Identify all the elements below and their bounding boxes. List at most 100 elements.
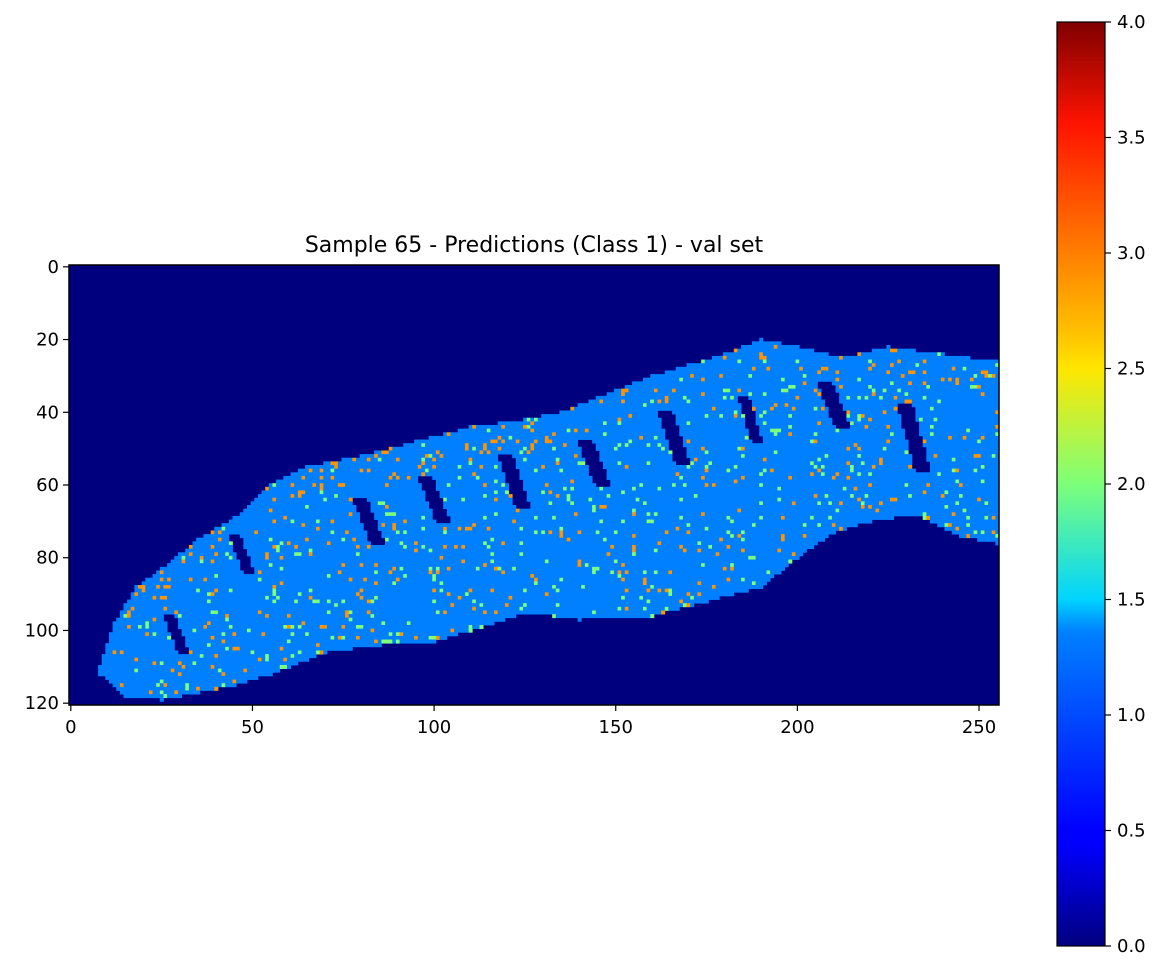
heatmap-cell-run xyxy=(820,472,826,477)
heatmap-cell-run xyxy=(486,494,509,499)
heatmap-cell-run xyxy=(762,435,905,440)
heatmap-cell-run xyxy=(261,577,350,582)
heatmap-cell-run xyxy=(337,461,422,466)
heatmap-cell-run xyxy=(366,610,371,615)
heatmap-cell-run xyxy=(868,472,873,477)
heatmap-cell-run xyxy=(494,610,499,615)
heatmap-cell-run xyxy=(966,508,999,513)
heatmap-cell-run xyxy=(210,559,215,564)
heatmap-cell-run xyxy=(951,377,956,382)
heatmap-cell-run xyxy=(374,581,379,586)
heatmap-cell-run xyxy=(751,341,782,346)
heatmap-cell-run xyxy=(886,446,909,451)
heatmap-cell-run xyxy=(824,406,829,411)
heatmap-cell-run xyxy=(722,395,727,400)
heatmap-cell-run xyxy=(301,475,306,480)
heatmap-cell-run xyxy=(530,417,535,422)
heatmap-cell-run xyxy=(933,432,996,437)
heatmap-cell-run xyxy=(119,650,124,655)
heatmap-cell-run xyxy=(762,421,767,426)
heatmap-cell-run xyxy=(355,552,361,557)
heatmap-cell-run xyxy=(192,577,204,582)
heatmap-cell-run xyxy=(217,668,222,673)
heatmap-cell-run xyxy=(762,483,869,488)
heatmap-cell-run xyxy=(425,443,466,448)
heatmap-cell-run xyxy=(177,661,183,666)
heatmap-cell-run xyxy=(759,355,767,360)
heatmap-cell-run xyxy=(105,675,259,680)
heatmap-cell-run xyxy=(875,392,905,397)
heatmap-cell-run xyxy=(192,552,215,557)
heatmap-cell-run xyxy=(900,359,924,364)
heatmap-cell-run xyxy=(573,512,578,517)
heatmap-cell-run xyxy=(472,606,477,611)
heatmap-cell-run xyxy=(642,606,648,611)
heatmap-cell-run xyxy=(635,486,658,491)
heatmap-cell-run xyxy=(537,530,542,535)
heatmap-cell-run xyxy=(98,672,179,677)
heatmap-cell-run xyxy=(559,588,626,593)
x-tick-label: 150 xyxy=(599,717,633,738)
heatmap-cell-run xyxy=(846,414,851,419)
heatmap-cell-run xyxy=(475,566,480,571)
heatmap-cell-run xyxy=(501,570,506,575)
heatmap-cell-run xyxy=(846,395,851,400)
heatmap-cell-run xyxy=(940,472,999,477)
heatmap-cell-run xyxy=(406,545,422,550)
heatmap-cell-run xyxy=(268,595,277,600)
heatmap-cell-run xyxy=(497,446,502,451)
heatmap-cell-run xyxy=(770,468,775,473)
heatmap-cell-run xyxy=(857,395,862,400)
heatmap-cell-run xyxy=(621,421,662,426)
heatmap-cell-run xyxy=(232,588,273,593)
heatmap-cell-run xyxy=(301,494,335,499)
heatmap-cell-run xyxy=(283,657,288,662)
heatmap-cell-run xyxy=(497,465,502,470)
heatmap-cell-run xyxy=(621,606,626,611)
heatmap-cell-run xyxy=(475,472,506,477)
heatmap-cell-run xyxy=(868,366,873,371)
heatmap-cell-run xyxy=(882,501,956,506)
heatmap-cell-run xyxy=(501,566,513,571)
heatmap-cell-run xyxy=(737,479,956,484)
heatmap-cell-run xyxy=(159,595,168,600)
heatmap-cell-run xyxy=(839,370,887,375)
heatmap-cell-run xyxy=(682,435,746,440)
heatmap-cell-run xyxy=(595,610,662,615)
heatmap-cell-run xyxy=(621,490,626,495)
heatmap-cell-run xyxy=(890,432,895,437)
heatmap-cell-run xyxy=(726,515,731,520)
heatmap-cell-run xyxy=(199,654,204,659)
heatmap-cell-run xyxy=(138,585,146,590)
heatmap-cell-run xyxy=(712,355,724,360)
heatmap-cell-run xyxy=(548,483,597,488)
heatmap-cell-run xyxy=(159,570,164,575)
heatmap-cell-run xyxy=(737,508,742,513)
heatmap-cell-run xyxy=(494,497,499,502)
heatmap-cell-run xyxy=(642,577,648,582)
heatmap-cell-run xyxy=(494,465,499,470)
heatmap-cell-run xyxy=(225,683,237,688)
heatmap-cell-run xyxy=(457,428,488,433)
heatmap-cell-run xyxy=(472,523,477,528)
heatmap-cell-run xyxy=(483,515,488,520)
heatmap-cell-run xyxy=(370,468,426,473)
heatmap-cell-run xyxy=(163,585,172,590)
heatmap-cell-run xyxy=(370,599,375,604)
heatmap-cell-run xyxy=(632,512,637,517)
heatmap-cell-run xyxy=(632,534,637,539)
heatmap-cell-run xyxy=(228,617,350,622)
heatmap-cell-run xyxy=(624,577,644,582)
heatmap-cell-run xyxy=(908,483,927,488)
heatmap-cell-run xyxy=(795,552,804,557)
heatmap-cell-run xyxy=(552,585,557,590)
heatmap-cell-run xyxy=(210,545,215,550)
heatmap-cell-run xyxy=(530,574,535,579)
heatmap-cell-run xyxy=(904,374,974,379)
heatmap-cell-run xyxy=(359,454,375,459)
heatmap-cell-run xyxy=(468,457,473,462)
heatmap-cell-run xyxy=(352,537,357,542)
heatmap-cell-run xyxy=(650,585,655,590)
heatmap-cell-run xyxy=(268,537,273,542)
heatmap-cell-run xyxy=(726,530,731,535)
